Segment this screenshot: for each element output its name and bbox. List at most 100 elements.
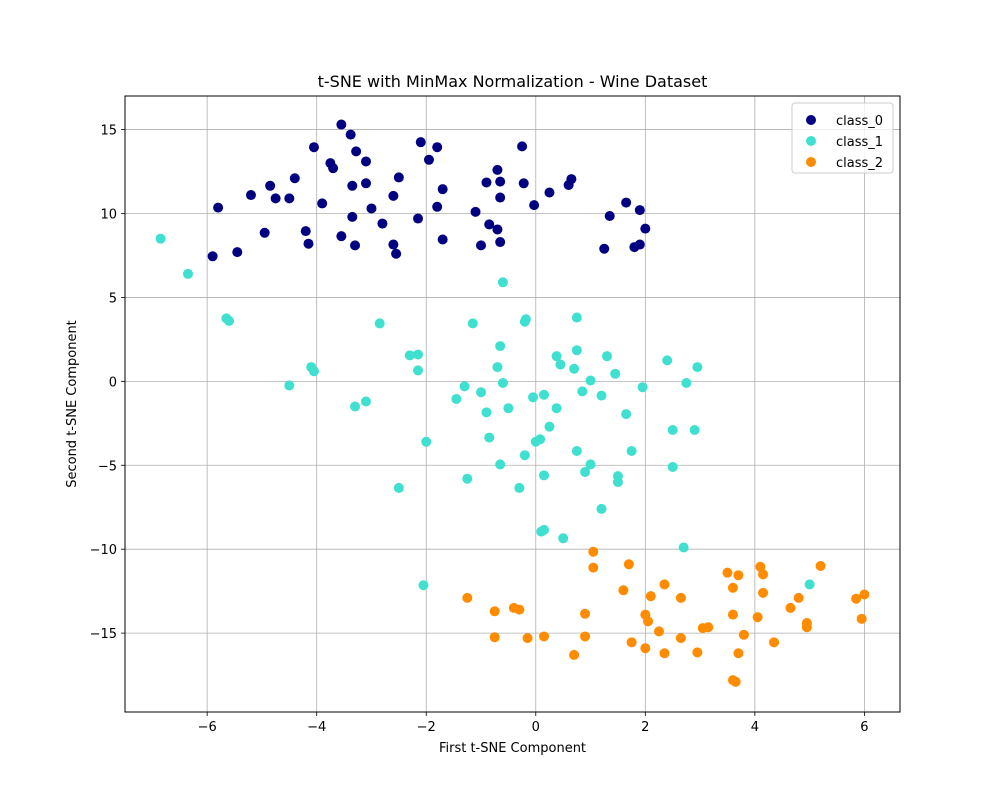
data-point-class_1 bbox=[585, 459, 596, 470]
data-point-class_0 bbox=[265, 180, 276, 191]
data-point-class_0 bbox=[563, 179, 574, 190]
data-point-class_0 bbox=[423, 154, 434, 165]
data-point-class_2 bbox=[730, 676, 741, 687]
data-point-class_0 bbox=[481, 177, 492, 188]
data-point-class_2 bbox=[675, 633, 686, 644]
data-point-class_2 bbox=[801, 622, 812, 633]
x-axis-label: First t-SNE Component bbox=[439, 741, 586, 756]
legend-label-class_0: class_0 bbox=[836, 114, 883, 129]
x-tick-label: 2 bbox=[641, 720, 649, 735]
data-point-class_2 bbox=[659, 648, 670, 659]
legend-marker-class_0 bbox=[806, 115, 816, 125]
data-points bbox=[155, 119, 870, 687]
legend-label-class_1: class_1 bbox=[836, 135, 883, 150]
data-point-class_0 bbox=[388, 190, 399, 201]
data-point-class_1 bbox=[503, 403, 514, 414]
data-point-class_0 bbox=[317, 198, 328, 209]
chart-title: t-SNE with MinMax Normalization - Wine D… bbox=[318, 72, 708, 91]
data-point-class_1 bbox=[495, 341, 506, 352]
data-point-class_1 bbox=[678, 542, 689, 553]
data-point-class_2 bbox=[815, 560, 826, 571]
x-tick-label: −6 bbox=[198, 720, 217, 735]
data-point-class_2 bbox=[489, 632, 500, 643]
data-point-class_2 bbox=[580, 608, 591, 619]
data-point-class_0 bbox=[360, 156, 371, 167]
data-point-class_1 bbox=[571, 312, 582, 323]
data-point-class_0 bbox=[347, 180, 358, 191]
data-point-class_0 bbox=[366, 203, 377, 214]
data-point-class_0 bbox=[495, 176, 506, 187]
data-point-class_0 bbox=[351, 146, 362, 157]
y-tick-label: −15 bbox=[90, 627, 117, 642]
data-point-class_0 bbox=[393, 172, 404, 183]
data-point-class_0 bbox=[544, 187, 555, 198]
data-point-class_1 bbox=[667, 461, 678, 472]
data-point-class_0 bbox=[289, 173, 300, 184]
data-point-class_2 bbox=[727, 609, 738, 620]
data-point-class_1 bbox=[637, 382, 648, 393]
data-point-class_0 bbox=[303, 238, 314, 249]
data-point-class_2 bbox=[758, 587, 769, 598]
data-point-class_0 bbox=[336, 231, 347, 242]
data-point-class_2 bbox=[588, 562, 599, 573]
data-point-class_2 bbox=[769, 637, 780, 648]
series-class_0 bbox=[207, 119, 651, 262]
data-point-class_1 bbox=[224, 315, 235, 326]
data-point-class_0 bbox=[245, 190, 256, 201]
data-point-class_0 bbox=[377, 218, 388, 229]
data-point-class_1 bbox=[484, 432, 495, 443]
data-point-class_1 bbox=[393, 482, 404, 493]
data-point-class_2 bbox=[738, 629, 749, 640]
data-point-class_2 bbox=[727, 582, 738, 593]
data-point-class_1 bbox=[528, 392, 539, 403]
data-point-class_1 bbox=[535, 434, 546, 445]
data-point-class_2 bbox=[618, 585, 629, 596]
data-point-class_1 bbox=[571, 445, 582, 456]
data-point-class_2 bbox=[580, 631, 591, 642]
legend-label-class_2: class_2 bbox=[836, 156, 883, 171]
data-point-class_0 bbox=[350, 240, 361, 251]
data-point-class_0 bbox=[207, 251, 218, 262]
data-point-class_1 bbox=[610, 368, 621, 379]
data-point-class_2 bbox=[623, 559, 634, 570]
data-point-class_1 bbox=[497, 277, 508, 288]
data-point-class_1 bbox=[601, 351, 612, 362]
data-point-class_1 bbox=[476, 387, 487, 398]
plot-frame bbox=[124, 95, 901, 713]
x-tick-label: 6 bbox=[860, 720, 868, 735]
data-point-class_1 bbox=[492, 362, 503, 373]
data-point-class_1 bbox=[667, 425, 678, 436]
series-class_1 bbox=[155, 233, 815, 591]
data-point-class_2 bbox=[645, 591, 656, 602]
data-point-class_2 bbox=[588, 546, 599, 557]
data-point-class_1 bbox=[538, 389, 549, 400]
y-tick-label: 10 bbox=[100, 207, 117, 222]
legend: class_0 class_1 class_2 bbox=[791, 102, 894, 174]
grid bbox=[125, 96, 900, 712]
data-point-class_0 bbox=[413, 213, 424, 224]
data-point-class_1 bbox=[538, 524, 549, 535]
data-point-class_1 bbox=[155, 233, 166, 244]
data-point-class_2 bbox=[659, 579, 670, 590]
data-point-class_1 bbox=[626, 445, 637, 456]
data-point-class_0 bbox=[621, 197, 632, 208]
data-point-class_1 bbox=[519, 450, 530, 461]
y-axis-label: Second t-SNE Component bbox=[65, 320, 80, 488]
data-point-class_0 bbox=[484, 219, 495, 230]
data-point-class_2 bbox=[538, 631, 549, 642]
data-point-class_2 bbox=[785, 602, 796, 613]
data-point-class_2 bbox=[755, 561, 766, 572]
data-point-class_1 bbox=[662, 355, 673, 366]
data-point-class_2 bbox=[856, 613, 867, 624]
data-point-class_1 bbox=[555, 359, 566, 370]
data-point-class_1 bbox=[451, 393, 462, 404]
data-point-class_0 bbox=[437, 234, 448, 245]
x-tick-label: −4 bbox=[307, 720, 326, 735]
data-point-class_1 bbox=[804, 579, 815, 590]
x-tick-label: −2 bbox=[417, 720, 436, 735]
data-point-class_0 bbox=[640, 223, 651, 234]
data-point-class_1 bbox=[308, 366, 319, 377]
data-point-class_1 bbox=[413, 365, 424, 376]
data-point-class_2 bbox=[640, 643, 651, 654]
